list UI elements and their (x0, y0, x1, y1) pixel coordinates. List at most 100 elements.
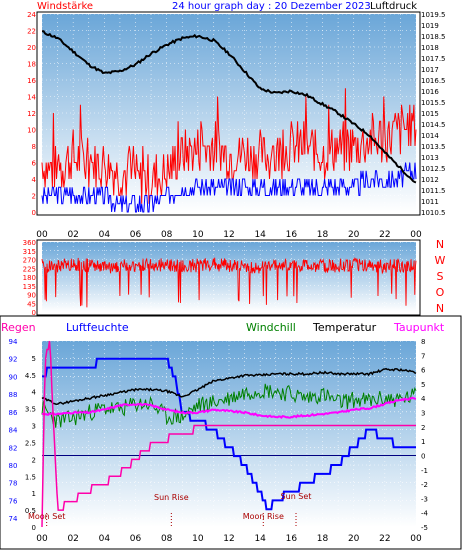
y-temp-tick: 0 (421, 452, 425, 460)
y-humidity-tick: 74 (9, 515, 18, 523)
y-rain-tick: 4 (32, 389, 37, 397)
y-left-tick-2: 315 (23, 248, 36, 256)
windchill-line (41, 383, 417, 428)
y-humidity-tick: 76 (9, 497, 18, 505)
temperature-line (41, 367, 417, 405)
y-rain-tick: 1.5 (25, 473, 36, 481)
y-right-tick-1: 1013.5 (421, 143, 446, 151)
y-right-tick-1: 1017.5 (421, 55, 446, 63)
y-humidity-tick: 88 (9, 391, 18, 399)
compass-label: N (436, 302, 444, 315)
y-right-tick-1: 1018.5 (421, 33, 446, 41)
y-temp-tick: 7 (421, 352, 425, 360)
legend-rain: Regen (1, 321, 36, 334)
y-left-tick-2: 135 (23, 283, 36, 291)
y-temp-tick: -5 (421, 524, 428, 532)
y-humidity-tick: 80 (9, 462, 18, 470)
y-temp-tick: -4 (421, 510, 429, 518)
y-humidity-tick: 78 (9, 480, 18, 488)
x-tick-3: 14 (254, 534, 266, 544)
compass-label: W (435, 254, 446, 267)
y-right-tick-1: 1016.5 (421, 77, 446, 85)
panel-frame-1 (36, 11, 421, 216)
y-humidity-tick: 84 (9, 427, 18, 435)
x-tick-1: 12 (223, 230, 234, 240)
wind-direction-line (41, 257, 417, 308)
x-tick-3: 12 (223, 534, 234, 544)
y-right-tick-1: 1013 (421, 154, 439, 162)
y-temp-tick: 1 (421, 438, 425, 446)
y-right-tick-1: 1011.5 (421, 187, 446, 195)
rain-line (41, 340, 416, 528)
x-tick-3: 16 (286, 534, 298, 544)
y-rain-tick: 2 (32, 456, 36, 464)
header-right: Luftdruck (370, 1, 418, 12)
y-rain-tick: 2.5 (25, 439, 36, 447)
compass-label: O (436, 286, 445, 299)
y-left-tick-1: 22 (27, 28, 36, 36)
y-temp-tick: 5 (421, 381, 425, 389)
x-tick-3: 00 (410, 534, 422, 544)
x-tick-1: 14 (254, 230, 266, 240)
panel-frame-3 (0, 315, 462, 550)
annotation-label: Sun Rise (154, 493, 189, 502)
y-rain-tick: 0 (32, 524, 36, 532)
panel-bg-2 (42, 242, 416, 312)
y-left-tick-1: 4 (32, 176, 37, 184)
x-tick-1: 20 (348, 230, 360, 240)
y-right-tick-1: 1018 (421, 44, 439, 52)
y-left-tick-1: 12 (27, 110, 36, 118)
compass-label: S (437, 270, 444, 283)
y-left-tick-2: 180 (23, 274, 36, 282)
y-rain-tick: 5 (32, 355, 36, 363)
x-tick-1: 00 (36, 230, 48, 240)
x-tick-1: 02 (67, 230, 78, 240)
y-temp-tick: 6 (421, 367, 426, 375)
y-left-tick-2: 90 (27, 292, 36, 300)
y-temp-tick: -2 (421, 481, 428, 489)
y-right-tick-1: 1016 (421, 88, 439, 96)
dewpoint-line (41, 396, 417, 419)
y-right-tick-1: 1012 (421, 176, 439, 184)
y-left-tick-1: 16 (27, 77, 36, 85)
y-right-tick-1: 1019.5 (421, 11, 446, 19)
y-rain-tick: 3.5 (25, 406, 36, 414)
y-left-tick-1: 0 (32, 209, 36, 217)
x-tick-3: 02 (67, 534, 78, 544)
annotation-label: Moon Rise (243, 512, 284, 521)
y-left-tick-2: 0 (32, 309, 36, 317)
panel-frame-2 (36, 239, 421, 316)
y-humidity-tick: 94 (9, 338, 18, 346)
y-right-tick-1: 1014 (421, 132, 439, 140)
legend-humidity: Luftfeuchte (66, 321, 129, 334)
y-right-tick-1: 1015 (421, 110, 439, 118)
y-left-tick-1: 10 (27, 127, 36, 135)
x-tick-1: 06 (130, 230, 142, 240)
y-temp-tick: 3 (421, 410, 425, 418)
y-humidity-tick: 82 (9, 444, 18, 452)
y-rain-tick: 4.5 (25, 372, 36, 380)
y-right-tick-1: 1011 (421, 198, 439, 206)
y-right-tick-1: 1019 (421, 22, 439, 30)
gust-line (41, 162, 417, 213)
y-left-tick-2: 360 (23, 239, 36, 247)
x-tick-1: 16 (286, 230, 298, 240)
y-left-tick-1: 18 (27, 61, 36, 69)
annotation-label: Moon Set (28, 512, 65, 521)
y-right-tick-1: 1014.5 (421, 121, 446, 129)
y-temp-tick: -3 (421, 495, 428, 503)
y-left-tick-1: 20 (27, 44, 36, 52)
y-humidity-tick: 86 (9, 409, 18, 417)
y-left-tick-2: 270 (23, 257, 36, 265)
annotation-label: Sun Set (281, 492, 312, 501)
legend-windchill: Windchill (246, 321, 296, 334)
y-rain-tick: 0.5 (25, 507, 36, 515)
y-left-tick-1: 8 (32, 143, 36, 151)
y-temp-tick: 8 (421, 338, 425, 346)
y-rain-tick: 1 (32, 490, 36, 498)
x-tick-3: 04 (99, 534, 111, 544)
y-left-tick-2: 45 (27, 300, 36, 308)
x-tick-3: 10 (192, 534, 204, 544)
header-left: Windstärke (37, 1, 94, 12)
